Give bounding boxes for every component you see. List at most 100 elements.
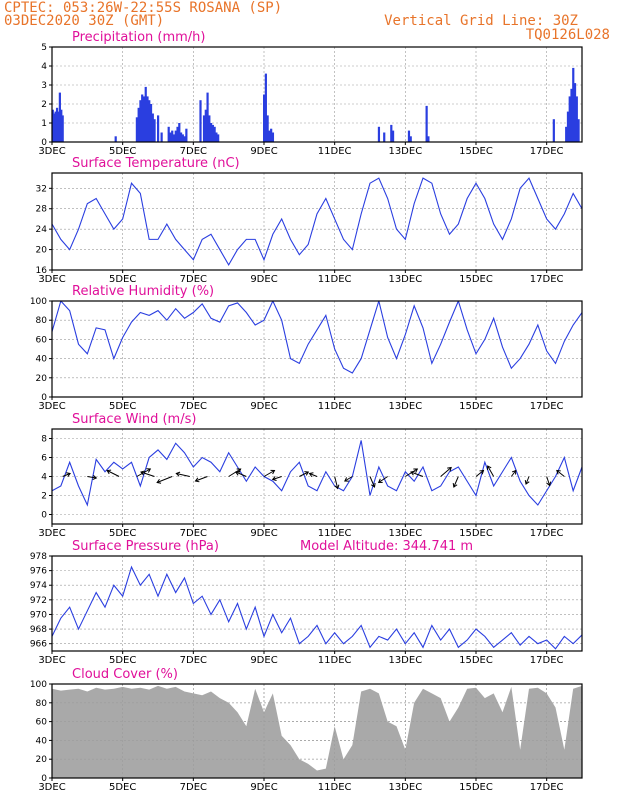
x-tick-label: 15DEC xyxy=(459,274,493,285)
precip-bar xyxy=(58,92,61,142)
wind-arrow xyxy=(195,476,208,482)
x-tick-label: 13DEC xyxy=(388,655,422,666)
wind-arrow xyxy=(440,467,452,477)
y-tick-label: 4 xyxy=(41,473,47,483)
precip-bar xyxy=(171,130,174,142)
x-tick-label: 5DEC xyxy=(109,528,136,539)
wind-arrow-head xyxy=(270,469,276,475)
y-tick-label: 80 xyxy=(36,316,48,326)
precip-bar xyxy=(575,96,578,142)
precip-bar xyxy=(215,132,218,142)
series-line xyxy=(52,440,582,507)
precip-bar xyxy=(208,115,211,142)
wind-arrow xyxy=(378,476,388,483)
wind-arrow xyxy=(334,476,339,489)
precip-bar xyxy=(217,134,220,142)
panel-frame xyxy=(51,172,583,271)
y-tick-label: 40 xyxy=(36,355,48,365)
wind-arrow-head xyxy=(556,469,561,475)
x-tick-label: 11DEC xyxy=(318,401,352,412)
panel-data xyxy=(52,67,580,142)
precip-bar xyxy=(179,132,183,142)
precip-bar xyxy=(263,94,266,142)
precip-bar xyxy=(54,111,57,142)
precip-bar xyxy=(570,88,573,142)
wind-arrow xyxy=(546,476,551,486)
precip-bar xyxy=(210,123,213,142)
wind-arrow-head xyxy=(304,471,310,476)
precip-bar xyxy=(268,130,271,142)
precip-bar xyxy=(566,111,570,142)
wind-arrow xyxy=(309,473,318,477)
y-tick-label: 8 xyxy=(41,435,47,445)
station-header: CPTEC: 053:26W-22:55S ROSANA (SP) xyxy=(4,0,282,16)
wind-arrow-head xyxy=(377,478,383,484)
x-tick-label: 9DEC xyxy=(250,146,277,157)
panel-data xyxy=(52,177,582,266)
precip-bar xyxy=(149,104,153,142)
precip-bar xyxy=(427,136,430,142)
wind-arrow-head xyxy=(452,482,458,488)
precip-bar xyxy=(61,115,64,142)
x-tick-label: 15DEC xyxy=(459,655,493,666)
precip-bar xyxy=(377,126,381,142)
precip-bar xyxy=(60,109,63,142)
y-tick-label: 4 xyxy=(41,62,47,72)
precip-bar xyxy=(407,130,411,142)
wind-arrow xyxy=(156,476,173,483)
wind-arrow xyxy=(344,476,353,482)
precip-bar xyxy=(390,124,393,142)
precip-bar xyxy=(211,124,214,142)
panel-data xyxy=(52,684,582,778)
panel-title: Cloud Cover (%) xyxy=(72,667,178,682)
x-tick-label: 17DEC xyxy=(530,655,564,666)
precip-bar xyxy=(172,134,176,142)
y-tick-label: 28 xyxy=(36,205,48,215)
wind-arrow-head xyxy=(524,479,530,485)
wind-arrow-head xyxy=(410,470,416,476)
precip-bar xyxy=(270,128,273,142)
wind-arrow-head xyxy=(66,472,71,478)
precip-bar xyxy=(204,109,207,142)
wind-arrow xyxy=(176,473,190,477)
x-tick-label: 11DEC xyxy=(318,528,352,539)
precip-bar xyxy=(202,115,206,142)
panel-frame xyxy=(51,46,583,143)
x-tick-label: 17DEC xyxy=(530,274,564,285)
precip-bar xyxy=(552,119,555,142)
wind-arrow xyxy=(87,476,97,479)
precip-bar xyxy=(153,119,156,142)
precip-bar xyxy=(57,111,60,142)
wind-arrow-head xyxy=(447,466,452,472)
x-tick-label: 3DEC xyxy=(38,274,65,285)
wind-arrow xyxy=(410,471,424,477)
y-tick-label: 80 xyxy=(36,699,48,709)
panel-data xyxy=(52,440,582,507)
series-line xyxy=(52,301,582,374)
wind-arrow-head xyxy=(486,465,492,471)
wind-arrow-head xyxy=(140,470,145,476)
panel-5: 0 20 40 60 80 100 3DEC 5DEC 7DEC 9DEC 11DEC 13DEC 15… xyxy=(30,667,583,793)
x-tick-label: 9DEC xyxy=(250,274,277,285)
x-tick-label: 17DEC xyxy=(530,146,564,157)
wind-arrow-head xyxy=(234,470,240,476)
x-tick-label: 13DEC xyxy=(388,401,422,412)
x-tick-label: 3DEC xyxy=(38,655,65,666)
y-tick-label: 1 xyxy=(41,119,47,129)
wind-arrow-head xyxy=(156,478,162,484)
wind-arrow xyxy=(556,470,565,477)
wind-arrow-head xyxy=(413,468,419,473)
precip-bar xyxy=(383,132,386,142)
grid-note-header: Vertical Grid Line: 30Z xyxy=(384,13,578,29)
y-tick-label: 970 xyxy=(30,610,47,620)
x-tick-label: 15DEC xyxy=(459,401,493,412)
precip-bar xyxy=(169,132,172,142)
wind-arrow-head xyxy=(479,469,485,475)
y-tick-label: 3 xyxy=(41,81,47,91)
panel-3: 0 2 4 6 8 3DEC 5DEC 7DEC 9DEC 11DEC 13DEC 15DEC 17DE… xyxy=(38,412,583,539)
precip-bar xyxy=(139,100,142,142)
y-tick-label: 24 xyxy=(36,225,48,235)
panel-title: Relative Humidity (%) xyxy=(72,284,214,299)
precip-bar xyxy=(146,96,149,142)
wind-arrow xyxy=(453,476,459,488)
